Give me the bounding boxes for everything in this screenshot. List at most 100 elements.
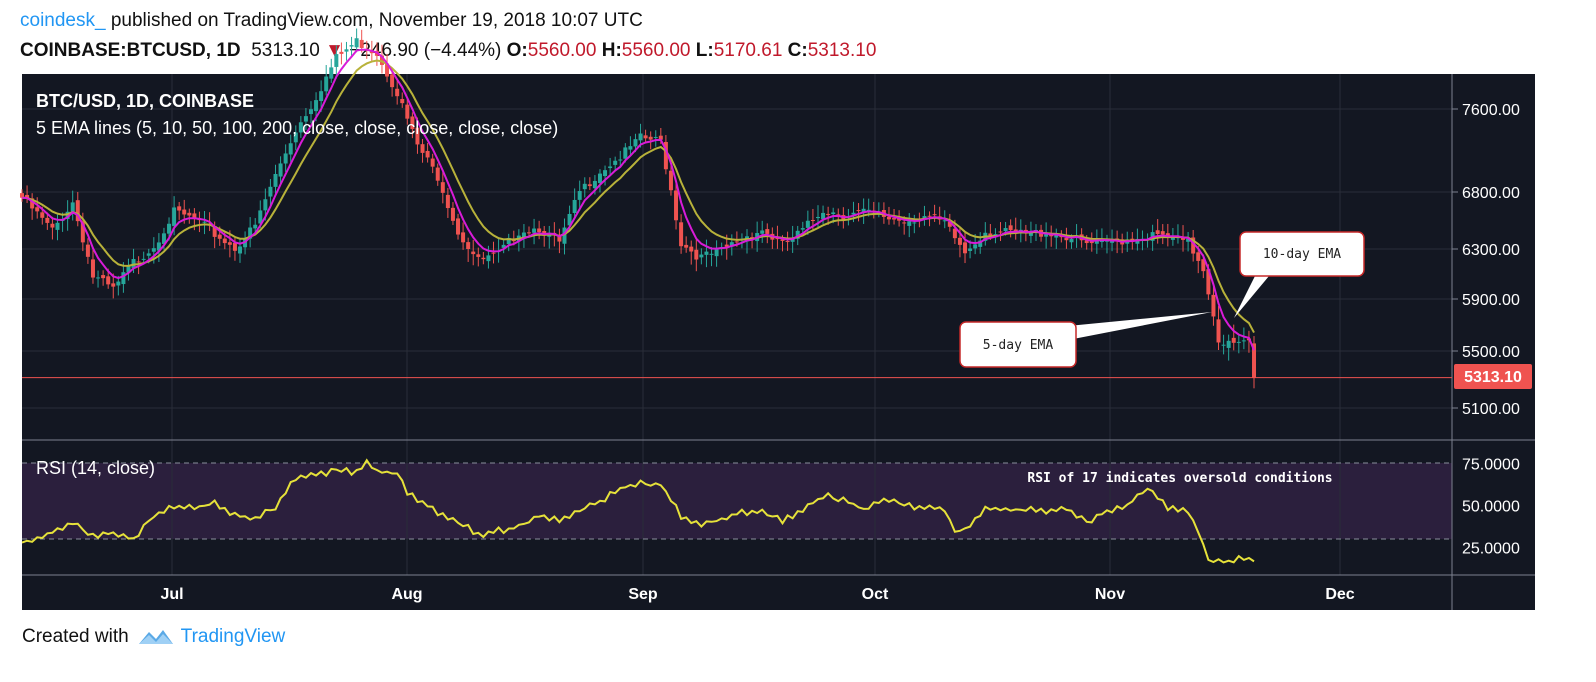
candle-body bbox=[597, 173, 602, 184]
author-link[interactable]: coindesk_ bbox=[20, 10, 106, 31]
candle-body bbox=[1003, 228, 1008, 232]
candle-body bbox=[886, 216, 891, 220]
tradingview-link[interactable]: TradingView bbox=[137, 626, 285, 648]
candle-body bbox=[288, 143, 293, 155]
candle-body bbox=[238, 246, 243, 254]
time-tick-label: Nov bbox=[1095, 586, 1125, 603]
candle-body bbox=[334, 54, 339, 67]
candle-body bbox=[1013, 229, 1018, 233]
candle-body bbox=[167, 223, 172, 234]
candle-body bbox=[80, 221, 85, 243]
candle-body bbox=[613, 160, 618, 165]
candle-body bbox=[111, 283, 116, 287]
candle-body bbox=[283, 153, 288, 164]
candle-body bbox=[1211, 294, 1216, 317]
candle-body bbox=[85, 244, 90, 257]
candle-body bbox=[491, 252, 496, 254]
candle-body bbox=[232, 242, 237, 251]
candle-body bbox=[172, 207, 177, 226]
candle-body bbox=[410, 116, 415, 130]
candle-body bbox=[390, 74, 395, 88]
candle-body bbox=[106, 276, 111, 285]
candle-body bbox=[1231, 337, 1236, 343]
candle-body bbox=[709, 253, 714, 255]
candle-body bbox=[821, 212, 826, 220]
candle-body bbox=[704, 251, 709, 255]
candle-body bbox=[618, 159, 623, 161]
tradingview-logo-icon bbox=[138, 630, 173, 644]
candle-body bbox=[70, 202, 75, 212]
candle-body bbox=[623, 147, 628, 159]
candle-body bbox=[1094, 239, 1099, 244]
callout-10day-box bbox=[1239, 231, 1365, 277]
candle-body bbox=[298, 122, 303, 133]
candle-body bbox=[785, 241, 790, 243]
candle-body bbox=[101, 275, 106, 279]
candle-body bbox=[461, 232, 466, 243]
candle-body bbox=[177, 206, 182, 211]
candle-body bbox=[724, 244, 729, 247]
chart-title: BTC/USD, 1D, COINBASE bbox=[36, 91, 254, 111]
candle-body bbox=[30, 198, 35, 209]
candle-body bbox=[592, 180, 597, 189]
candle-body bbox=[805, 220, 810, 228]
price-tick-label: 5100.00 bbox=[1462, 401, 1520, 418]
candle-body bbox=[359, 39, 364, 48]
symbol-label: COINBASE:BTCUSD, 1D bbox=[20, 40, 241, 61]
candle-body bbox=[1201, 259, 1206, 272]
candle-body bbox=[694, 249, 699, 260]
price-tick-label: 6800.00 bbox=[1462, 185, 1520, 202]
candle-body bbox=[263, 199, 268, 211]
candle-body bbox=[907, 221, 912, 226]
candle-body bbox=[1206, 269, 1211, 295]
candle-body bbox=[415, 127, 420, 145]
candle-body bbox=[354, 38, 359, 48]
candle-body bbox=[927, 215, 932, 217]
candle-body bbox=[932, 214, 937, 216]
candle-body bbox=[1008, 225, 1013, 231]
candle-body bbox=[253, 224, 258, 229]
candle-body bbox=[45, 217, 50, 223]
candle-body bbox=[567, 213, 572, 226]
candle-body bbox=[1054, 234, 1059, 238]
candle-body bbox=[562, 227, 567, 244]
callout-10day-text: 10-day EMA bbox=[1263, 247, 1341, 262]
candle-body bbox=[856, 210, 861, 212]
candle-body bbox=[1216, 319, 1221, 343]
candle-body bbox=[405, 104, 410, 119]
candle-body bbox=[471, 251, 476, 255]
candle-body bbox=[268, 186, 273, 197]
high-value: 5560.00 bbox=[621, 40, 691, 61]
candle-body bbox=[303, 116, 308, 122]
candle-body bbox=[947, 221, 952, 227]
candle-body bbox=[369, 50, 374, 54]
candle-body bbox=[258, 210, 263, 224]
published-text: published on TradingView.com, November 1… bbox=[105, 10, 643, 31]
last-price-tag: 5313.10 bbox=[1454, 364, 1532, 389]
candle-body bbox=[476, 254, 481, 257]
candle-body bbox=[486, 255, 491, 262]
candle-body bbox=[729, 242, 734, 247]
candle-body bbox=[50, 223, 55, 228]
candle-body bbox=[810, 219, 815, 221]
price-tick-label: 7600.00 bbox=[1462, 102, 1520, 119]
candle-body bbox=[603, 170, 608, 177]
created-with-text: Created with bbox=[22, 626, 129, 647]
candle-body bbox=[572, 199, 577, 214]
candle-body bbox=[1221, 344, 1226, 346]
candle-body bbox=[1241, 340, 1246, 342]
open-value: 5560.00 bbox=[527, 40, 597, 61]
candle-body bbox=[648, 136, 653, 140]
candle-body bbox=[273, 173, 278, 187]
time-tick-label: Oct bbox=[862, 586, 889, 603]
candle-body bbox=[435, 167, 440, 181]
candle-body bbox=[1186, 238, 1191, 242]
rsi-tick-label: 75.0000 bbox=[1462, 456, 1520, 473]
candle-body bbox=[653, 136, 658, 138]
candle-body bbox=[420, 144, 425, 153]
candle-body bbox=[319, 91, 324, 102]
rsi-tick-label: 50.0000 bbox=[1462, 498, 1520, 515]
candle-body bbox=[674, 190, 679, 221]
time-axis: Jul Aug Sep Oct Nov Dec bbox=[160, 586, 1354, 603]
